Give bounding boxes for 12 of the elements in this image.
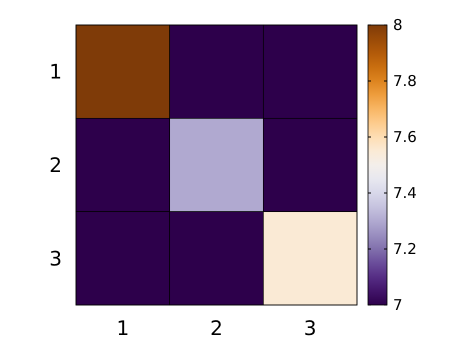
color-bar-label: 7.4	[393, 184, 417, 202]
x-tick-label: 2	[210, 316, 223, 340]
x-tick-label: 1	[116, 316, 130, 340]
color-bar-label: 7.6	[393, 128, 417, 146]
y-tick-label: 2	[49, 153, 62, 177]
y-tick-label: 3	[49, 246, 62, 270]
color-bar-label: 8	[393, 16, 403, 34]
y-tick-label: 1	[49, 60, 62, 84]
x-tick-label: 3	[304, 316, 317, 340]
color-bar-label: 7.2	[393, 240, 417, 258]
color-bar-label: 7.8	[393, 72, 417, 90]
color-bar-label: 7	[393, 296, 403, 314]
